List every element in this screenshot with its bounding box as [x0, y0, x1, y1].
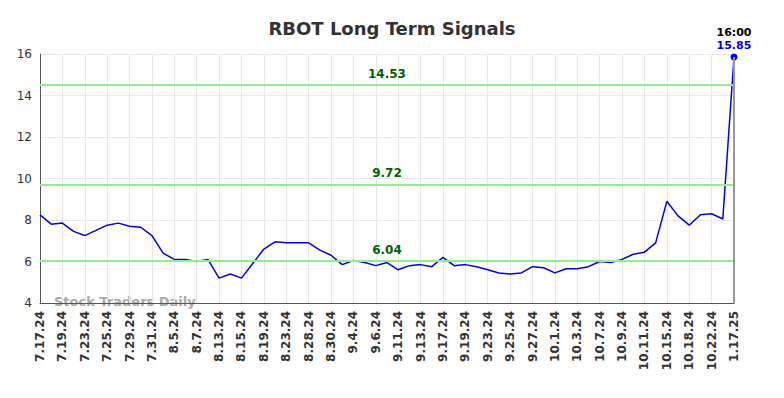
svg-text:8.23.24: 8.23.24	[279, 311, 293, 362]
svg-text:9.27.24: 9.27.24	[526, 311, 540, 362]
svg-text:12: 12	[17, 130, 32, 144]
svg-text:9.13.24: 9.13.24	[414, 311, 428, 362]
svg-text:10.11.24: 10.11.24	[637, 311, 651, 370]
svg-text:9.11.24: 9.11.24	[391, 311, 405, 362]
svg-text:9.72: 9.72	[372, 166, 402, 180]
svg-text:8.13.24: 8.13.24	[212, 311, 226, 362]
svg-text:10.9.24: 10.9.24	[615, 311, 629, 362]
svg-text:6.04: 6.04	[372, 243, 402, 257]
svg-text:16:00: 16:00	[716, 26, 751, 39]
svg-text:15.85: 15.85	[716, 39, 751, 52]
svg-text:10.15.24: 10.15.24	[660, 311, 674, 370]
svg-text:8.28.24: 8.28.24	[302, 311, 316, 362]
svg-text:7.23.24: 7.23.24	[78, 311, 92, 362]
svg-text:RBOT Long Term Signals: RBOT Long Term Signals	[268, 18, 515, 39]
svg-text:8.5.24: 8.5.24	[167, 311, 181, 354]
svg-text:7.17.24: 7.17.24	[33, 311, 47, 362]
svg-text:9.17.24: 9.17.24	[436, 311, 450, 362]
svg-text:10.7.24: 10.7.24	[593, 311, 607, 362]
svg-text:7.31.24: 7.31.24	[145, 311, 159, 362]
svg-text:9.4.24: 9.4.24	[346, 311, 360, 354]
svg-text:10.18.24: 10.18.24	[682, 311, 696, 370]
svg-text:8.7.24: 8.7.24	[190, 311, 204, 354]
svg-text:9.23.24: 9.23.24	[481, 311, 495, 362]
svg-text:8: 8	[24, 213, 32, 227]
svg-text:Stock Traders Daily: Stock Traders Daily	[54, 294, 196, 309]
svg-text:8.15.24: 8.15.24	[234, 311, 248, 362]
svg-text:6: 6	[24, 255, 32, 269]
svg-text:14.53: 14.53	[368, 67, 406, 81]
svg-text:9.19.24: 9.19.24	[458, 311, 472, 362]
svg-text:1.17.25: 1.17.25	[727, 311, 741, 362]
svg-text:4: 4	[24, 296, 32, 310]
svg-text:8.30.24: 8.30.24	[324, 311, 338, 362]
svg-text:9.6.24: 9.6.24	[369, 311, 383, 354]
svg-text:7.25.24: 7.25.24	[100, 311, 114, 362]
svg-text:10.3.24: 10.3.24	[570, 311, 584, 362]
svg-text:10.1.24: 10.1.24	[548, 311, 562, 362]
svg-text:9.25.24: 9.25.24	[503, 311, 517, 362]
svg-text:16: 16	[17, 47, 32, 61]
svg-text:10: 10	[17, 172, 32, 186]
svg-text:10.22.24: 10.22.24	[705, 311, 719, 370]
svg-text:14: 14	[17, 89, 32, 103]
svg-text:7.19.24: 7.19.24	[55, 311, 69, 362]
svg-text:7.29.24: 7.29.24	[123, 311, 137, 362]
svg-text:8.19.24: 8.19.24	[257, 311, 271, 362]
